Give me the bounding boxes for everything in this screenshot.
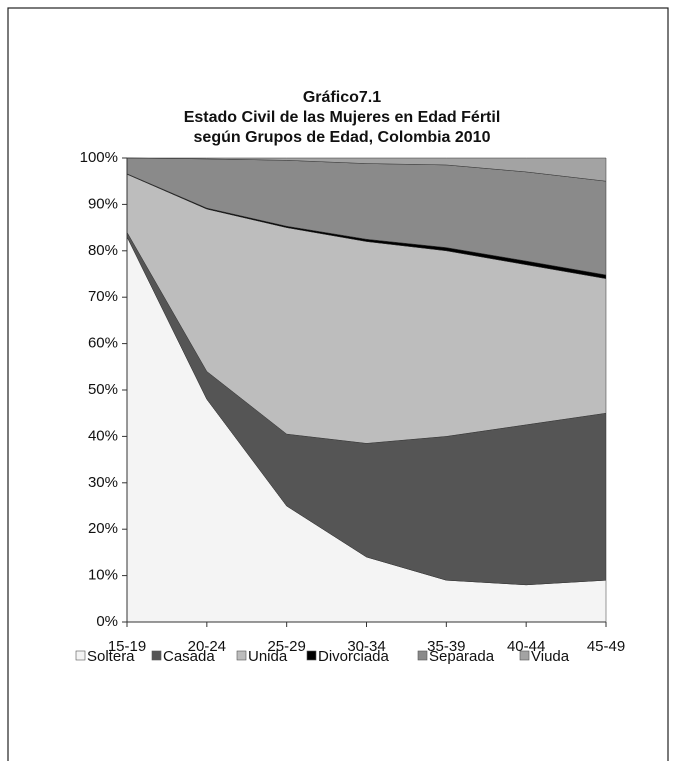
area xyxy=(126,157,607,182)
frame xyxy=(7,7,669,766)
y-tick-label: 20% xyxy=(88,520,118,537)
legend-label: Separada xyxy=(429,648,495,665)
legend-swatch xyxy=(519,650,530,661)
y-tick-label: 100% xyxy=(80,149,118,166)
legend-label: Divorciada xyxy=(318,648,390,665)
y-tick-label: 0% xyxy=(96,613,118,630)
legend-swatch xyxy=(417,650,428,661)
x-tick-label: 40-44 xyxy=(507,638,545,655)
y-tick-label: 90% xyxy=(88,195,118,212)
y-tick-label: 10% xyxy=(88,567,118,584)
chart-title: Gráfico7.1 xyxy=(303,89,381,106)
x-tick-label: 30-34 xyxy=(347,638,385,655)
chart-title: según Grupos de Edad, Colombia 2010 xyxy=(194,129,491,146)
x-tick-label: 20-24 xyxy=(188,638,226,655)
legend-swatch xyxy=(151,650,162,661)
x-tick-label: 15-19 xyxy=(108,638,146,655)
legend-swatch xyxy=(236,650,247,661)
y-tick-label: 80% xyxy=(88,242,118,259)
legend-swatch xyxy=(75,650,86,661)
x-tick-label: 35-39 xyxy=(427,638,465,655)
y-tick-label: 60% xyxy=(88,335,118,352)
y-tick-label: 70% xyxy=(88,288,118,305)
y-tick-label: 40% xyxy=(88,427,118,444)
x-tick-label: 45-49 xyxy=(587,638,625,655)
legend-label: Soltera xyxy=(87,648,135,665)
x-tick-label: 25-29 xyxy=(267,638,305,655)
y-tick-label: 30% xyxy=(88,474,118,491)
legend-swatch xyxy=(306,650,317,661)
legend-label: Casada xyxy=(163,648,215,665)
legend-label: Unida xyxy=(248,648,288,665)
legend-label: Viuda xyxy=(531,648,570,665)
chart-title: Estado Civil de las Mujeres en Edad Fért… xyxy=(184,109,501,126)
y-tick-label: 50% xyxy=(88,381,118,398)
